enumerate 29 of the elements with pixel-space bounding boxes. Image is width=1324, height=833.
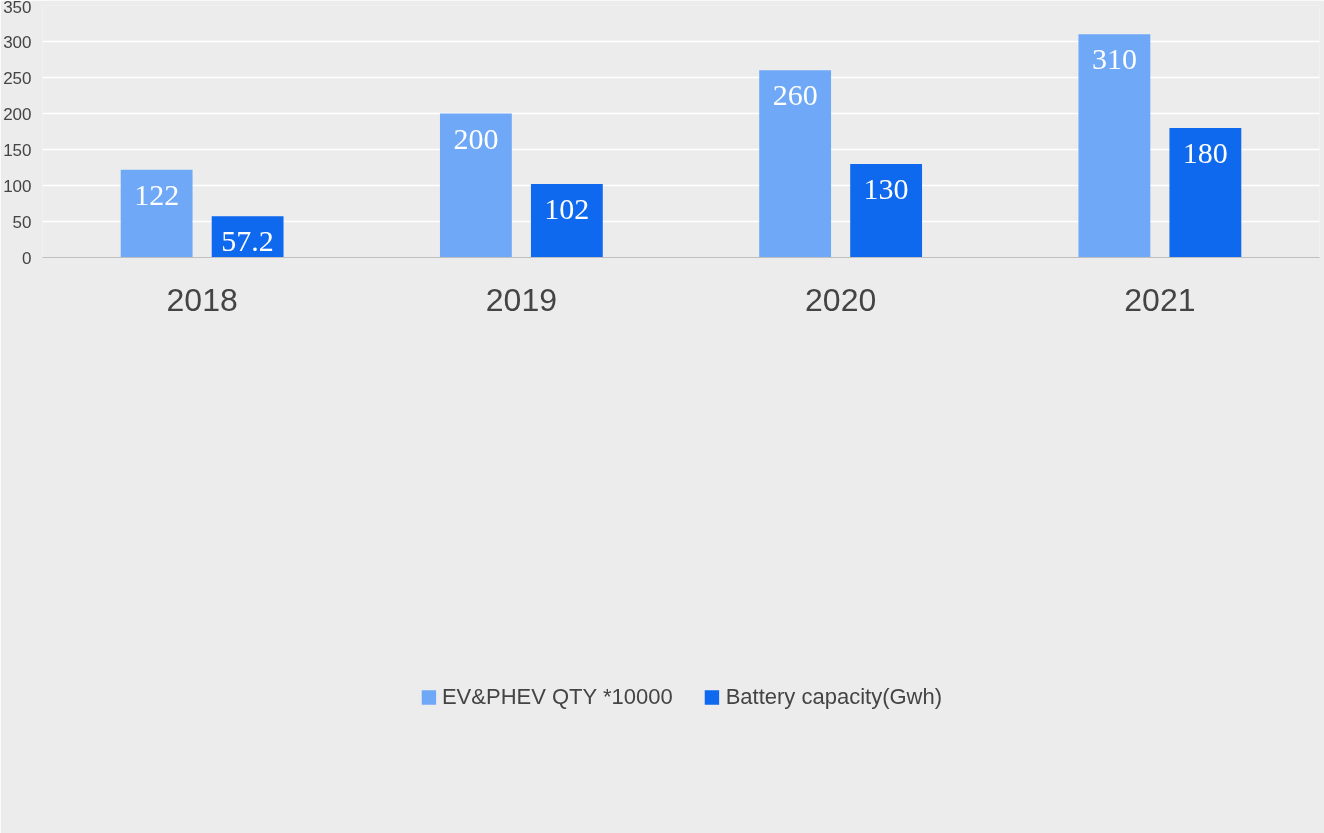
bar <box>1169 127 1242 258</box>
bar <box>1078 34 1151 258</box>
data-label: 310 <box>1091 42 1137 76</box>
data-label: 260 <box>772 78 818 112</box>
bar <box>530 184 603 258</box>
data-label: 122 <box>134 177 180 211</box>
y-tick-label: 200 <box>3 104 32 124</box>
y-tick-label: 100 <box>3 176 32 196</box>
x-tick-label: 2019 <box>485 281 557 318</box>
x-tick-label: 2018 <box>166 281 238 318</box>
bar <box>850 163 923 258</box>
legend-label: Battery capacity(Gwh) <box>725 683 943 710</box>
data-label: 57.2 <box>221 224 274 258</box>
data-label: 180 <box>1182 135 1228 169</box>
data-label: 130 <box>863 171 909 205</box>
bar <box>439 113 512 258</box>
data-label: 102 <box>544 192 590 226</box>
y-tick-label: 350 <box>3 0 32 17</box>
y-tick-label: 300 <box>3 32 32 52</box>
bar <box>759 70 832 258</box>
data-label: 200 <box>453 121 499 155</box>
y-tick-label: 0 <box>22 248 32 268</box>
x-tick-label: 2021 <box>1124 281 1196 318</box>
y-tick-label: 150 <box>3 140 32 160</box>
y-tick-label: 250 <box>3 68 32 88</box>
legend-label: EV&PHEV QTY *10000 <box>441 683 673 710</box>
x-tick-label: 2020 <box>805 281 877 318</box>
bar <box>120 169 193 258</box>
y-tick-label: 50 <box>12 212 32 232</box>
